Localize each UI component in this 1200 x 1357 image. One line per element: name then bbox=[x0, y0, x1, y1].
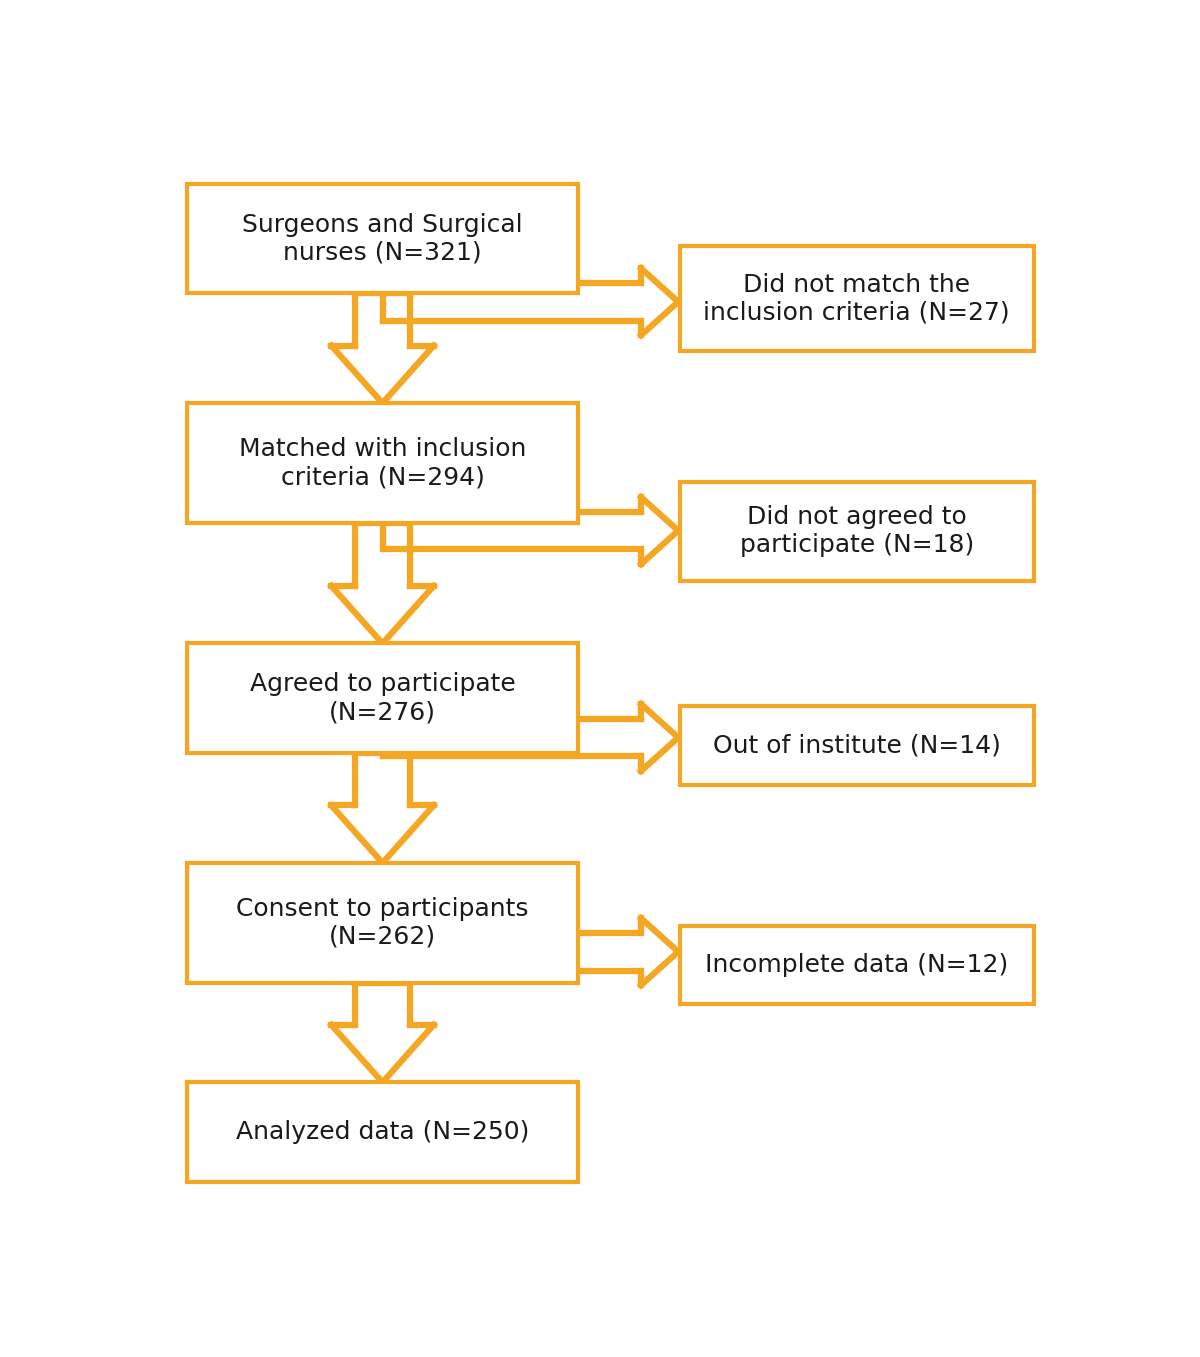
Polygon shape bbox=[331, 1025, 433, 1083]
Text: Surgeons and Surgical
nurses (N=321): Surgeons and Surgical nurses (N=321) bbox=[242, 213, 523, 265]
FancyBboxPatch shape bbox=[187, 1083, 578, 1182]
Polygon shape bbox=[331, 346, 433, 403]
FancyBboxPatch shape bbox=[680, 706, 1033, 784]
Polygon shape bbox=[383, 284, 641, 320]
Polygon shape bbox=[331, 806, 433, 863]
FancyBboxPatch shape bbox=[680, 482, 1033, 581]
Text: Agreed to participate
(N=276): Agreed to participate (N=276) bbox=[250, 673, 515, 725]
FancyBboxPatch shape bbox=[187, 643, 578, 753]
Text: Analyzed data (N=250): Analyzed data (N=250) bbox=[236, 1120, 529, 1144]
Polygon shape bbox=[355, 982, 410, 1025]
Polygon shape bbox=[355, 524, 410, 586]
Text: Matched with inclusion
criteria (N=294): Matched with inclusion criteria (N=294) bbox=[239, 437, 526, 489]
FancyBboxPatch shape bbox=[187, 863, 578, 982]
Polygon shape bbox=[641, 269, 678, 335]
Polygon shape bbox=[641, 919, 678, 985]
Polygon shape bbox=[355, 753, 410, 806]
FancyBboxPatch shape bbox=[187, 183, 578, 293]
Text: Incomplete data (N=12): Incomplete data (N=12) bbox=[706, 953, 1008, 977]
FancyBboxPatch shape bbox=[680, 925, 1033, 1004]
Polygon shape bbox=[383, 719, 641, 756]
FancyBboxPatch shape bbox=[187, 403, 578, 524]
Polygon shape bbox=[331, 586, 433, 643]
Polygon shape bbox=[355, 293, 410, 346]
FancyBboxPatch shape bbox=[680, 247, 1033, 351]
Text: Did not agreed to
participate (N=18): Did not agreed to participate (N=18) bbox=[739, 505, 974, 558]
Polygon shape bbox=[383, 512, 641, 550]
Polygon shape bbox=[383, 932, 641, 970]
Text: Consent to participants
(N=262): Consent to participants (N=262) bbox=[236, 897, 529, 949]
Polygon shape bbox=[641, 497, 678, 565]
Text: Out of institute (N=14): Out of institute (N=14) bbox=[713, 733, 1001, 757]
Polygon shape bbox=[641, 704, 678, 771]
Text: Did not match the
inclusion criteria (N=27): Did not match the inclusion criteria (N=… bbox=[703, 273, 1010, 324]
